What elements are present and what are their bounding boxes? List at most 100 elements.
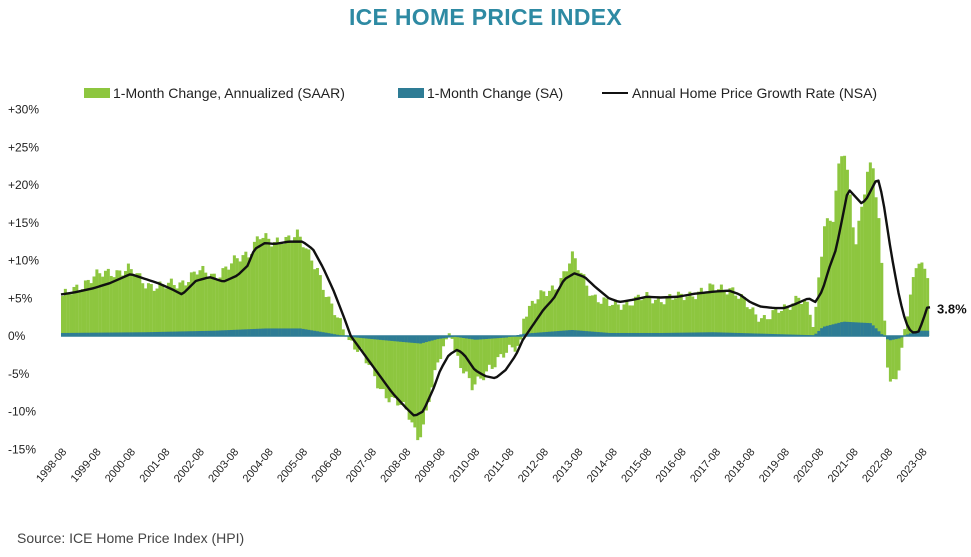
saar-bar (582, 274, 586, 336)
saar-bar (376, 336, 380, 389)
x-tick-label: 2011-08 (482, 446, 517, 484)
sa-bar (817, 330, 821, 336)
saar-bar (639, 300, 643, 336)
sa-bar (373, 336, 377, 340)
sa-bar (908, 333, 912, 336)
saar-bar (633, 296, 637, 336)
sa-bar (181, 331, 185, 336)
saar-bar (797, 297, 801, 336)
sa-bar (639, 332, 643, 336)
sa-bar (671, 332, 675, 336)
saar-bar (728, 288, 732, 336)
saar-bar (599, 303, 603, 336)
x-tick-label: 2004-08 (241, 446, 276, 485)
saar-bar (230, 263, 234, 336)
saar-bar (89, 283, 93, 336)
sa-bar (75, 332, 79, 336)
saar-bar (221, 268, 225, 336)
sa-bar (757, 333, 761, 336)
saar-bar (404, 336, 408, 410)
saar-bar (874, 197, 878, 336)
y-tick-label: +5% (8, 291, 33, 305)
sa-bar (115, 332, 119, 336)
sa-bar (487, 336, 491, 339)
saar-bar (782, 304, 786, 336)
sa-bar (290, 328, 294, 336)
sa-bar (295, 328, 299, 336)
sa-bar (135, 332, 139, 336)
sa-bar (728, 332, 732, 336)
saar-bar (851, 227, 855, 336)
nsa-line (60, 179, 931, 417)
saar-bar (310, 260, 314, 336)
sa-bar (264, 328, 268, 336)
sa-bar (241, 329, 245, 336)
sa-bar (894, 336, 898, 340)
sa-bar (539, 332, 543, 336)
sa-bar (81, 332, 85, 336)
sa-bar (662, 332, 666, 336)
saar-bar (290, 240, 294, 336)
sa-bar (101, 332, 105, 336)
saar-bar (86, 279, 90, 336)
saar-bar (287, 235, 291, 336)
saar-bar (917, 263, 921, 336)
saar-bar (694, 299, 698, 336)
saar-bar (877, 218, 881, 336)
saar-bar (602, 297, 606, 336)
saar-bar (201, 265, 205, 336)
sa-bar (175, 331, 179, 336)
saar-bar (175, 288, 179, 336)
saar-bar (705, 291, 709, 336)
sa-bar (682, 332, 686, 336)
sa-bar (748, 333, 752, 336)
sa-bar (608, 332, 612, 336)
sa-bar (722, 332, 726, 336)
saar-bar (396, 336, 400, 406)
y-tick-label: +10% (8, 254, 39, 268)
saar-bar (674, 298, 678, 336)
saar-bar (891, 336, 895, 380)
sa-bar (871, 325, 875, 336)
x-tick-label: 2000-08 (103, 446, 138, 485)
sa-bar (651, 332, 655, 336)
sa-bar (762, 333, 766, 336)
saar-bar (613, 299, 617, 336)
saar-bar (267, 238, 271, 336)
saar-bar (800, 304, 804, 336)
sa-bar (496, 336, 500, 339)
saar-bar (871, 168, 875, 336)
sa-bar (470, 336, 474, 340)
saar-bar (845, 169, 849, 336)
sa-bar (751, 333, 755, 336)
sa-bar (759, 333, 763, 336)
sa-bar (92, 332, 96, 336)
saar-bar (605, 298, 609, 336)
sa-bar (559, 330, 563, 336)
source-note: Source: ICE Home Price Index (HPI) (17, 530, 245, 546)
sa-bar (284, 328, 288, 336)
legend-label-sa: 1-Month Change (SA) (427, 85, 564, 101)
saar-bar (284, 236, 288, 336)
saar-bar (336, 317, 340, 336)
sa-bar (857, 322, 861, 336)
saar-bar (590, 295, 594, 336)
sa-bar (333, 334, 337, 336)
sa-bar (287, 328, 291, 336)
saar-bar (341, 329, 345, 336)
saar-bar (622, 304, 626, 336)
sa-bar (711, 332, 715, 336)
saar-bar (158, 281, 162, 336)
sa-bar (172, 331, 176, 336)
saar-bar (679, 293, 683, 336)
saar-bar (307, 249, 311, 336)
sa-bar (161, 331, 165, 336)
legend-item-saar: 1-Month Change, Annualized (SAAR) (84, 84, 345, 102)
saar-bar (711, 284, 715, 336)
saar-bar (565, 271, 569, 336)
saar-bar (155, 288, 159, 336)
sa-bar (880, 334, 884, 336)
sa-bar (270, 328, 274, 336)
saar-bar (204, 272, 208, 336)
sa-bar (129, 332, 133, 336)
